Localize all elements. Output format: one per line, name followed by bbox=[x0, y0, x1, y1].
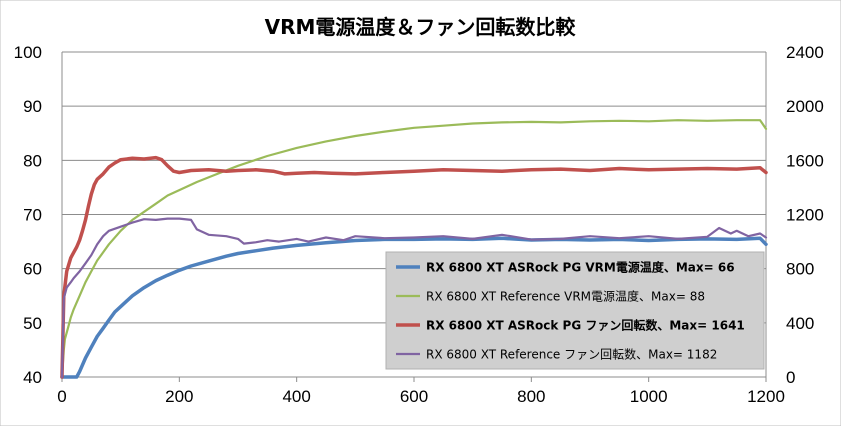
series-line-3 bbox=[60, 155, 768, 379]
y-left-tick-label: 80 bbox=[23, 151, 42, 170]
y-right-tick-label: 800 bbox=[786, 260, 814, 279]
x-tick-label: 1000 bbox=[630, 387, 668, 406]
x-tick-label: 800 bbox=[517, 387, 545, 406]
x-tick-label: 600 bbox=[400, 387, 428, 406]
y-right-tick-label: 1600 bbox=[786, 151, 824, 170]
legend: RX 6800 XT ASRock PG VRM電源温度、Max= 66 RX 6… bbox=[385, 251, 765, 370]
y-left-tick-label: 90 bbox=[23, 97, 42, 116]
y-right-tick-label: 0 bbox=[786, 368, 795, 387]
legend-box bbox=[385, 251, 765, 370]
legend-label: RX 6800 XT ASRock PG ファン回転数、Max= 1641 bbox=[426, 318, 745, 333]
y-left-tick-label: 60 bbox=[23, 260, 42, 279]
y-right-tick-label: 2000 bbox=[786, 97, 824, 116]
x-tick-label: 400 bbox=[282, 387, 310, 406]
y-right-tick-label: 1200 bbox=[786, 206, 824, 225]
y-left-tick-label: 40 bbox=[23, 368, 42, 387]
series-line-1 bbox=[60, 236, 768, 379]
y-right-tick-label: 2400 bbox=[786, 43, 824, 62]
legend-label: RX 6800 XT Reference ファン回転数、Max= 1182 bbox=[426, 347, 717, 362]
series-lines bbox=[60, 119, 768, 379]
y-left-tick-label: 50 bbox=[23, 314, 42, 333]
y-left-tick-label: 100 bbox=[14, 43, 42, 62]
chart-title: VRM電源温度＆ファン回転数比較 bbox=[265, 15, 577, 39]
legend-label: RX 6800 XT ASRock PG VRM電源温度、Max= 66 bbox=[426, 260, 735, 275]
y-left-tick-label: 70 bbox=[23, 206, 42, 225]
x-tick-label: 200 bbox=[165, 387, 193, 406]
x-tick-label: 1200 bbox=[747, 387, 785, 406]
y-right-tick-label: 400 bbox=[786, 314, 814, 333]
legend-label: RX 6800 XT Reference VRM電源温度、Max= 88 bbox=[426, 289, 705, 304]
series-line-4 bbox=[60, 217, 768, 379]
x-tick-label: 0 bbox=[57, 387, 66, 406]
